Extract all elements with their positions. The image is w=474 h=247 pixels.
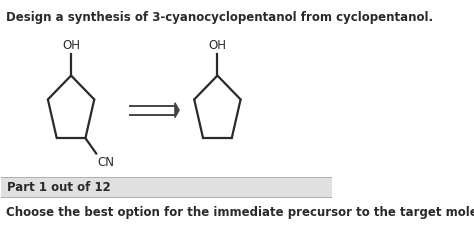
Polygon shape (175, 103, 179, 118)
Text: CN: CN (98, 157, 115, 169)
Text: Design a synthesis of 3-cyanocyclopentanol from cyclopentanol.: Design a synthesis of 3-cyanocyclopentan… (6, 11, 433, 24)
Bar (1, 177, 332, 197)
Text: Part 1 out of 12: Part 1 out of 12 (7, 181, 111, 194)
Text: Choose the best option for the immediate precursor to the target molecule.: Choose the best option for the immediate… (6, 206, 474, 219)
Text: OH: OH (209, 39, 227, 52)
Text: OH: OH (62, 39, 80, 52)
